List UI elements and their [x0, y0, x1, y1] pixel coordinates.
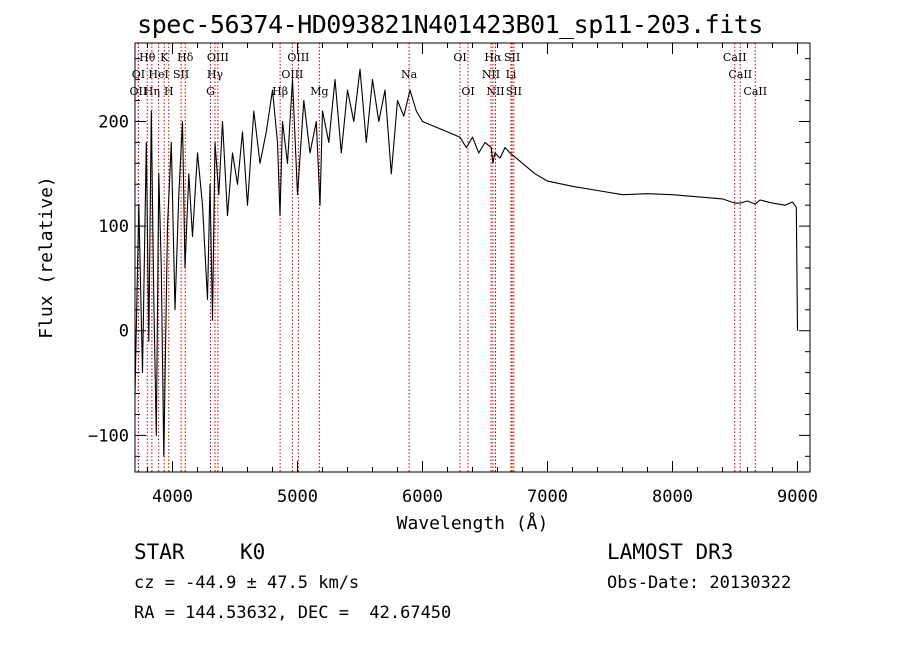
line-label: Mg [310, 85, 328, 98]
redshift-text: cz = -44.9 ± 47.5 km/s [134, 573, 360, 593]
x-tick-label: 7000 [527, 487, 568, 507]
y-tick-label: 0 [119, 322, 129, 342]
line-label: CaII [743, 85, 767, 98]
line-label: NII [486, 85, 504, 98]
y-tick-label: 200 [98, 112, 129, 132]
line-label: Hγ [207, 68, 224, 81]
obs-date-text: Obs-Date: 20130322 [607, 573, 792, 593]
line-label: SII [506, 85, 522, 98]
survey-label: LAMOST DR3 [607, 540, 734, 564]
line-label: SII [504, 51, 520, 64]
line-label: Hθ [139, 51, 156, 64]
subclass-label: K0 [240, 540, 266, 564]
line-label: OI [461, 85, 474, 98]
line-label: Hβ [272, 85, 288, 98]
line-label: K [160, 51, 169, 64]
line-label: NII [482, 68, 500, 81]
x-tick-label: 6000 [402, 487, 443, 507]
line-label: OIII [281, 68, 303, 81]
line-label: Li [506, 68, 517, 81]
line-label: G [206, 85, 215, 98]
line-label: HeI [148, 68, 168, 81]
x-axis-label: Wavelength (Å) [397, 512, 549, 534]
line-label: H [164, 85, 174, 98]
y-tick-label: 100 [98, 217, 129, 237]
line-label: OII [130, 85, 148, 98]
coordinates-text: RA = 144.53632, DEC = 42.67450 [134, 603, 452, 623]
x-tick-label: 8000 [652, 487, 693, 507]
line-label: SII [173, 68, 189, 81]
spectrum-line [134, 68, 799, 457]
axes-ticks: 4000 5000 6000 7000 8000 9000 −100 0 100 200 [88, 43, 818, 507]
chart-title: spec-56374-HD093821N401423B01_sp11-203.f… [137, 10, 763, 39]
class-label: STAR [134, 540, 185, 564]
y-axis-label: Flux (relative) [36, 176, 57, 339]
emission-line-markers [137, 43, 756, 472]
line-label: CaII [723, 51, 747, 64]
x-tick-label: 5000 [277, 487, 318, 507]
line-label: CaII [728, 68, 752, 81]
line-label: OIII [207, 51, 229, 64]
x-tick-label: 4000 [152, 487, 193, 507]
line-label: Hδ [177, 51, 194, 64]
line-label: OI [132, 68, 145, 81]
y-tick-label: −100 [88, 426, 129, 446]
line-label: OIII [287, 51, 309, 64]
line-label: Hα [484, 51, 502, 64]
line-label: Hη [144, 85, 160, 98]
line-label: Na [401, 68, 418, 81]
plot-frame [134, 42, 811, 473]
x-tick-label: 9000 [777, 487, 818, 507]
line-label: OI [453, 51, 466, 64]
spectrum-series [134, 68, 799, 457]
